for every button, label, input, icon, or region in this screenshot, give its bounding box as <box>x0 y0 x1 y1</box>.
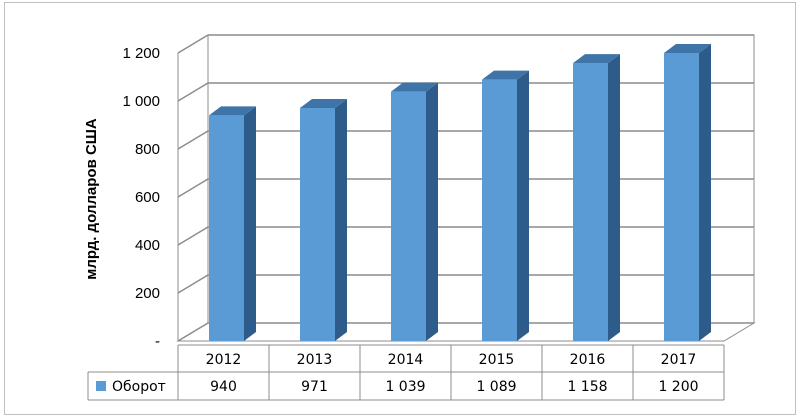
bar <box>482 70 529 341</box>
y-tick-label: 1 200 <box>122 45 160 62</box>
y-tick-label: 200 <box>135 285 160 302</box>
y-tick-label: 600 <box>135 189 160 206</box>
gridline-side <box>177 130 209 150</box>
x-tick-label: 2012 <box>206 352 242 368</box>
bar-front <box>391 91 426 341</box>
gridline-side <box>177 322 209 342</box>
y-tick-label: - <box>155 333 160 350</box>
bar-front <box>664 53 699 341</box>
bar-side <box>426 82 438 341</box>
gridline-side <box>177 226 209 246</box>
data-label: 940 <box>210 379 237 395</box>
data-label: 1 158 <box>567 379 607 395</box>
x-tick-label: 2015 <box>479 352 515 368</box>
data-label: 971 <box>301 379 328 395</box>
gridline-side <box>177 274 209 294</box>
y-tick-label: 1 000 <box>122 93 160 110</box>
bar-top <box>664 44 711 53</box>
x-tick-label: 2014 <box>388 352 424 368</box>
gridline-side <box>177 178 209 198</box>
bar-front <box>209 115 244 342</box>
bar <box>391 82 438 341</box>
bar-front <box>482 79 517 341</box>
legend-label: Оборот <box>112 379 166 395</box>
bar-front <box>573 63 608 342</box>
bar-front <box>300 107 335 342</box>
bar-top <box>573 54 620 64</box>
x-tick-label: 2016 <box>570 352 606 368</box>
gridline-side <box>177 82 209 102</box>
bar <box>664 44 711 341</box>
bar-top <box>391 82 438 92</box>
bar <box>209 106 256 342</box>
bar-side <box>244 106 256 342</box>
bar-side <box>608 54 620 341</box>
y-tick-label: 800 <box>135 141 160 158</box>
legend-swatch <box>96 381 106 391</box>
bar-side <box>335 98 347 342</box>
data-label: 1 039 <box>385 379 425 395</box>
gridline-side <box>177 34 209 54</box>
y-axis-label: млрд. долларов США <box>83 118 100 280</box>
bar-top <box>482 70 529 80</box>
y-tick-label: 400 <box>135 237 160 254</box>
bar-top <box>209 106 256 116</box>
x-tick-label: 2017 <box>661 352 697 368</box>
bar <box>300 98 347 342</box>
data-label: 1 089 <box>476 379 516 395</box>
bar <box>573 54 620 342</box>
bar-top <box>300 98 347 108</box>
bar-side <box>699 44 711 341</box>
data-label: 1 200 <box>658 379 698 395</box>
x-tick-label: 2013 <box>297 352 333 368</box>
bar-side <box>517 70 529 341</box>
